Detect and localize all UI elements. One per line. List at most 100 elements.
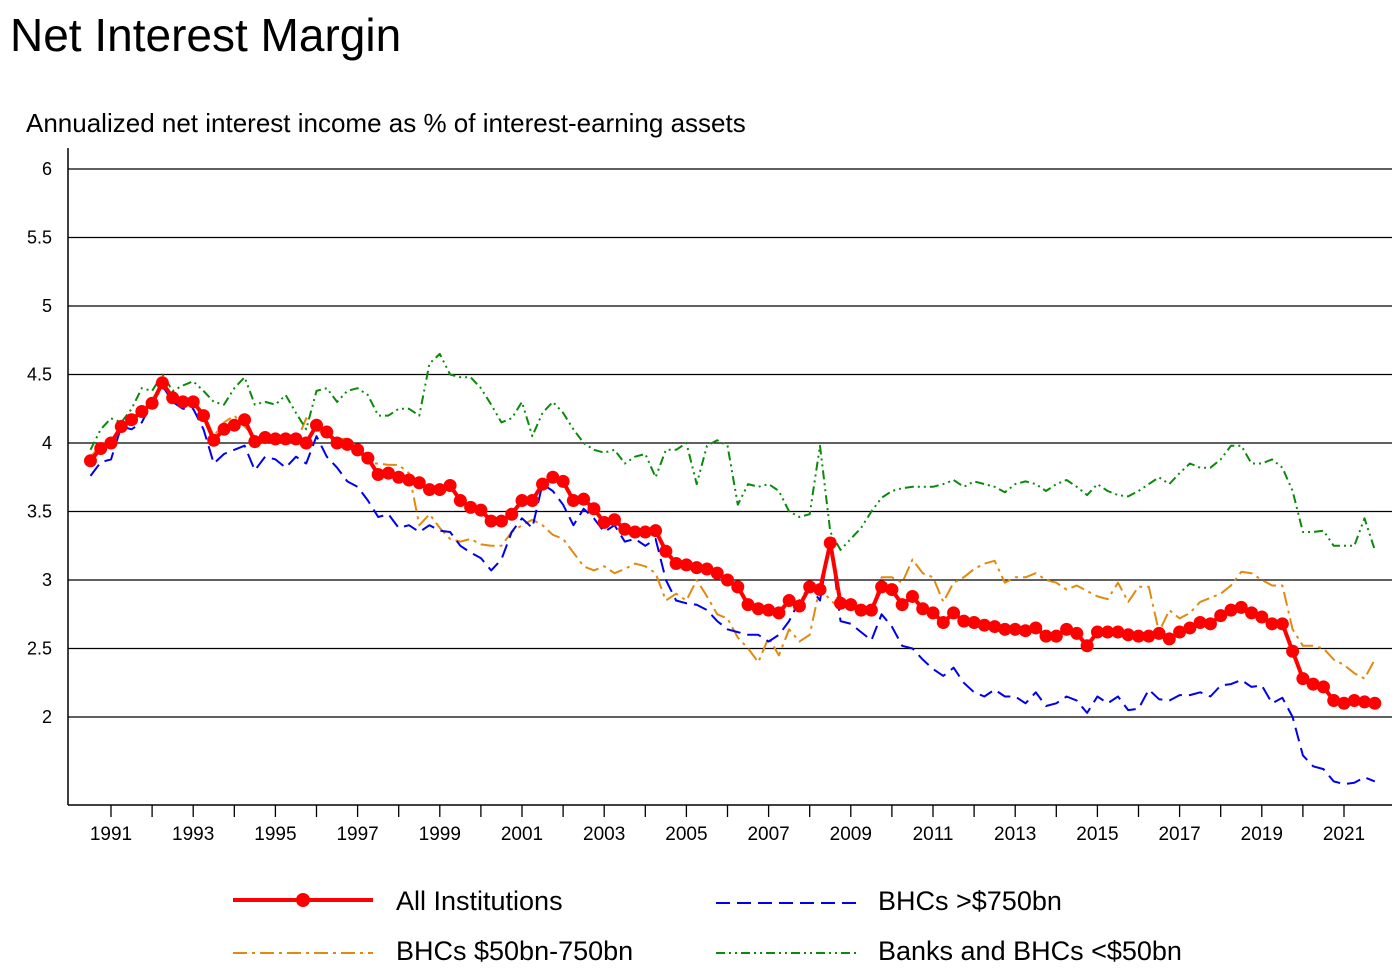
data-point-all-institutions xyxy=(854,603,868,617)
x-tick-label: 2021 xyxy=(1323,824,1365,845)
data-point-all-institutions xyxy=(125,413,139,427)
data-point-all-institutions xyxy=(669,557,683,571)
legend-marker-all-institutions xyxy=(296,893,310,907)
data-point-all-institutions xyxy=(813,583,827,597)
data-point-all-institutions xyxy=(474,503,488,517)
data-point-all-institutions xyxy=(114,420,128,434)
data-point-all-institutions xyxy=(988,620,1002,634)
data-point-all-institutions xyxy=(381,466,395,480)
y-tick-label: 5 xyxy=(42,296,52,316)
data-point-all-institutions xyxy=(731,580,745,594)
data-point-all-institutions xyxy=(484,514,498,528)
data-point-all-institutions xyxy=(330,436,344,450)
y-tick-label: 3 xyxy=(42,570,52,590)
data-point-all-institutions xyxy=(926,606,940,620)
data-point-all-institutions xyxy=(1358,695,1372,709)
data-point-all-institutions xyxy=(1080,639,1094,653)
data-point-all-institutions xyxy=(1049,629,1063,643)
data-point-all-institutions xyxy=(186,395,200,409)
data-point-all-institutions xyxy=(1060,622,1074,636)
data-point-all-institutions xyxy=(340,437,354,451)
data-point-all-institutions xyxy=(268,432,282,446)
data-point-all-institutions xyxy=(1018,624,1032,638)
data-point-all-institutions xyxy=(392,470,406,484)
data-point-all-institutions xyxy=(947,606,961,620)
data-point-all-institutions xyxy=(1275,617,1289,631)
data-point-all-institutions xyxy=(453,494,467,508)
data-point-all-institutions xyxy=(885,583,899,597)
data-point-all-institutions xyxy=(649,524,663,538)
data-point-all-institutions xyxy=(566,494,580,508)
data-point-all-institutions xyxy=(1101,625,1115,639)
legend-label-bhcs-mid: BHCs $50bn-750bn xyxy=(396,936,634,966)
legend-label-banks-small: Banks and BHCs <$50bn xyxy=(878,936,1182,966)
data-point-all-institutions xyxy=(494,514,508,528)
data-point-all-institutions xyxy=(433,483,447,497)
data-point-all-institutions xyxy=(957,614,971,628)
data-point-all-institutions xyxy=(1070,626,1084,640)
data-point-all-institutions xyxy=(587,502,601,516)
x-tick-label: 2005 xyxy=(665,824,707,845)
data-point-all-institutions xyxy=(916,602,930,616)
data-point-all-institutions xyxy=(834,596,848,610)
data-point-all-institutions xyxy=(628,525,642,539)
data-point-all-institutions xyxy=(1152,626,1166,640)
data-point-all-institutions xyxy=(402,473,416,487)
x-tick-label: 1997 xyxy=(336,824,378,845)
series-line-banks-small xyxy=(89,352,1376,551)
data-point-all-institutions xyxy=(1368,696,1382,710)
data-point-all-institutions xyxy=(361,451,375,465)
data-point-all-institutions xyxy=(371,468,385,482)
y-tick-label: 5.5 xyxy=(27,228,52,248)
data-point-all-institutions xyxy=(905,589,919,603)
data-point-all-institutions xyxy=(1214,609,1228,623)
data-point-all-institutions xyxy=(1286,644,1300,658)
data-point-all-institutions xyxy=(207,433,221,447)
data-point-all-institutions xyxy=(577,492,591,506)
data-point-all-institutions xyxy=(166,391,180,405)
data-point-all-institutions xyxy=(1193,615,1207,629)
data-point-all-institutions xyxy=(1337,696,1351,710)
data-point-all-institutions xyxy=(792,599,806,613)
data-point-all-institutions xyxy=(145,396,159,410)
data-point-all-institutions xyxy=(772,606,786,620)
data-point-all-institutions xyxy=(1183,621,1197,635)
x-tick-label: 2013 xyxy=(994,824,1036,845)
data-point-all-institutions xyxy=(936,615,950,629)
x-tick-label: 2007 xyxy=(747,824,789,845)
data-point-all-institutions xyxy=(1296,672,1310,686)
data-point-all-institutions xyxy=(1203,617,1217,631)
data-point-all-institutions xyxy=(464,500,478,514)
data-point-all-institutions xyxy=(741,598,755,612)
data-point-all-institutions xyxy=(638,525,652,539)
data-point-all-institutions xyxy=(176,395,190,409)
data-point-all-institutions xyxy=(844,598,858,612)
data-point-all-institutions xyxy=(875,580,889,594)
x-tick-label: 2011 xyxy=(913,824,954,845)
data-point-all-institutions xyxy=(721,573,734,587)
x-tick-label: 1999 xyxy=(419,824,461,845)
data-point-all-institutions xyxy=(823,536,837,550)
data-point-all-institutions xyxy=(690,561,704,575)
data-point-all-institutions xyxy=(1090,625,1104,639)
x-tick-label: 2009 xyxy=(830,824,872,845)
data-point-all-institutions xyxy=(1234,600,1248,614)
data-point-all-institutions xyxy=(238,413,252,427)
data-point-all-institutions xyxy=(700,562,714,576)
data-point-all-institutions xyxy=(515,494,529,508)
data-point-all-institutions xyxy=(423,483,437,497)
y-tick-label: 3.5 xyxy=(27,502,52,522)
data-point-all-institutions xyxy=(310,418,323,432)
data-point-all-institutions xyxy=(217,422,231,436)
data-point-all-institutions xyxy=(1173,625,1187,639)
data-point-all-institutions xyxy=(94,441,108,455)
data-point-all-institutions xyxy=(895,598,909,612)
data-point-all-institutions xyxy=(1162,632,1176,646)
data-point-all-institutions xyxy=(1245,606,1259,620)
data-point-all-institutions xyxy=(751,602,765,616)
data-point-all-institutions xyxy=(1255,610,1269,624)
data-point-all-institutions xyxy=(443,478,457,492)
data-point-all-institutions xyxy=(505,507,519,521)
data-point-all-institutions xyxy=(710,566,724,580)
